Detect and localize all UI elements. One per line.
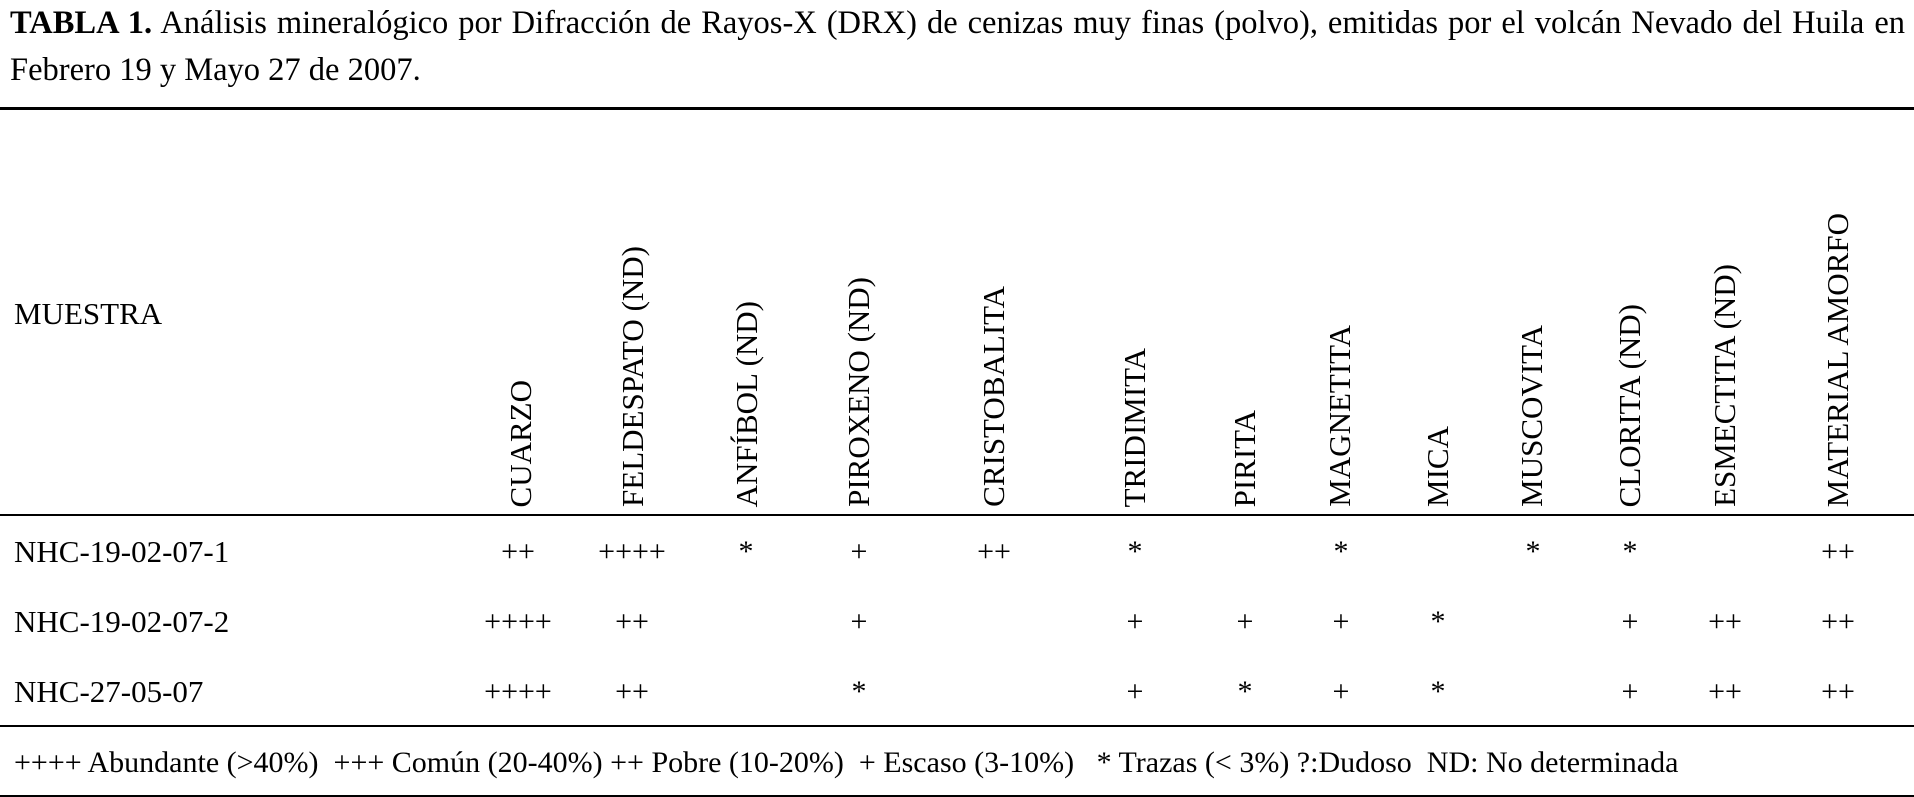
table-cell: ++ (615, 605, 649, 638)
column-header-cristobalita: CRISTOBALITA (976, 286, 1011, 507)
table-header-rule (0, 514, 1914, 516)
column-header-mica: MICA (1420, 426, 1455, 507)
table-cell: * (1525, 535, 1541, 568)
table-caption: TABLA 1. Análisis mineralógico por Difra… (10, 0, 1905, 94)
column-header-piroxeno: PIROXENO (ND) (841, 277, 876, 507)
column-header-esmectita: ESMECTITA (ND) (1707, 264, 1742, 507)
caption-text: Análisis mineralógico por Difracción de … (10, 5, 1905, 88)
table-cell: + (1126, 675, 1144, 708)
table-cell: + (850, 535, 868, 568)
table-cell: ++++ (598, 535, 666, 568)
column-header-material-amorfo: MATERIAL AMORFO (1820, 212, 1855, 507)
table-cell: * (1430, 605, 1446, 638)
column-header-tridimita: TRIDIMITA (1117, 347, 1152, 507)
table-cell: ++ (1821, 675, 1855, 708)
table-cell: + (850, 605, 868, 638)
table-cell: * (738, 535, 754, 568)
table-cell: * (1237, 675, 1253, 708)
table-cell: + (1621, 605, 1639, 638)
table-cell: ++ (615, 675, 649, 708)
table-cell: + (1332, 675, 1350, 708)
table-legend: ++++ Abundante (>40%) +++ Común (20-40%)… (14, 746, 1679, 779)
table-cell: ++++ (484, 605, 552, 638)
sample-name: NHC-19-02-07-2 (14, 604, 230, 639)
table-cell: * (1127, 535, 1143, 568)
table-cell: * (1430, 675, 1446, 708)
table-top-rule (0, 107, 1914, 110)
column-header-magnetita: MAGNETITA (1322, 325, 1357, 507)
table-cell: + (1126, 605, 1144, 638)
table-cell: + (1236, 605, 1254, 638)
table-cell: ++ (1821, 535, 1855, 568)
sample-column-header: MUESTRA (14, 296, 163, 331)
sample-name: NHC-19-02-07-1 (14, 534, 230, 569)
table-cell: ++ (501, 535, 535, 568)
table-cell: + (1621, 675, 1639, 708)
column-header-feldespato: FELDESPATO (ND) (615, 246, 650, 507)
table-cell: ++ (1708, 675, 1742, 708)
table-cell: ++++ (484, 675, 552, 708)
table-cell: * (1622, 535, 1638, 568)
table-cell: * (851, 675, 867, 708)
table-cell: + (1332, 605, 1350, 638)
legend-top-rule (0, 725, 1914, 727)
column-header-muscovita: MUSCOVITA (1514, 325, 1549, 507)
column-header-pirita: PIRITA (1227, 409, 1262, 507)
sample-name: NHC-27-05-07 (14, 674, 204, 709)
table-bottom-rule (0, 795, 1914, 797)
column-header-clorita: CLORITA (ND) (1612, 303, 1647, 507)
table-cell: ++ (977, 535, 1011, 568)
table-cell: ++ (1821, 605, 1855, 638)
table-cell: ++ (1708, 605, 1742, 638)
table-cell: * (1333, 535, 1349, 568)
column-header-cuarzo: CUARZO (503, 379, 538, 507)
column-header-anfibol: ANFÍBOL (ND) (729, 300, 764, 507)
caption-label: TABLA 1. (10, 5, 153, 41)
